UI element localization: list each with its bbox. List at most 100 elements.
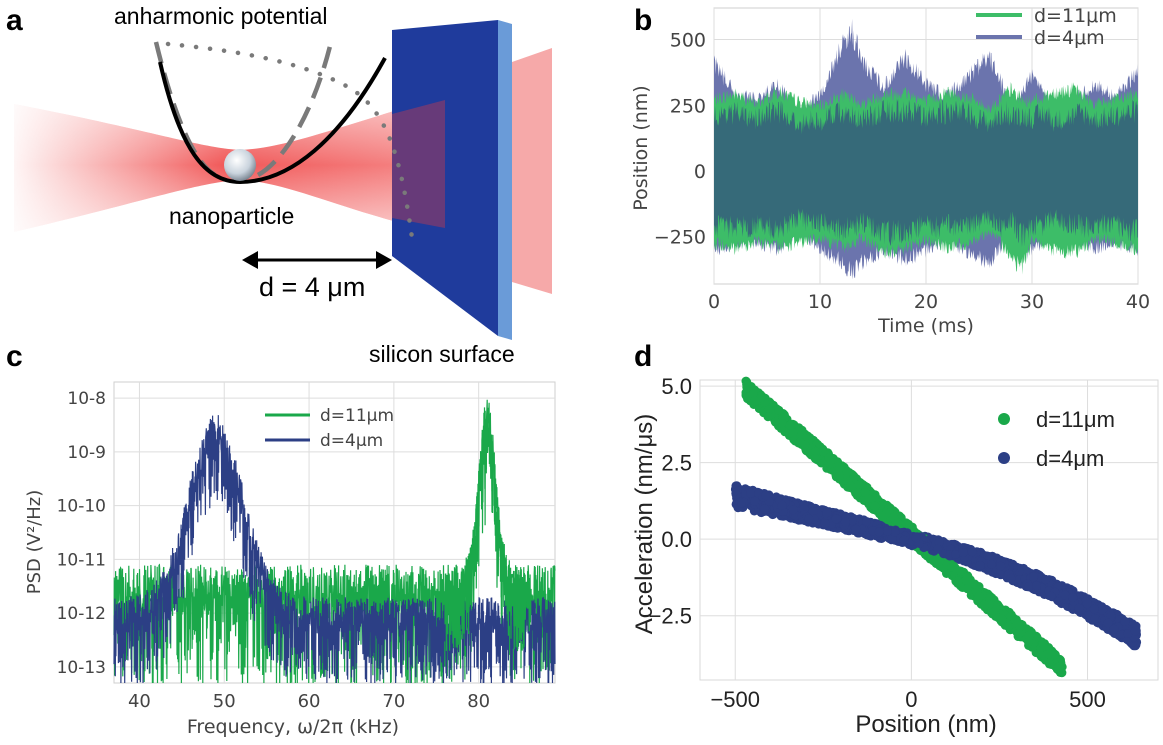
scatter-point-d4 [750,496,760,506]
scatter-point-d4 [1120,616,1130,626]
scatter-point-d4 [804,514,814,524]
scatter-point-d4 [1097,605,1107,615]
tick-c-y: 10-12 [57,604,106,624]
scatter-point-d11 [1012,619,1022,628]
panel-letter-b: b [634,4,652,37]
scatter-point-d4 [1082,599,1092,609]
scatter-point-d11 [877,511,887,521]
scatter-point-d11 [860,487,870,497]
scatter-point-d11 [811,447,820,457]
panel-letter-d: d [634,340,652,373]
scatter-point-d11 [870,501,880,511]
scatter-point-d11 [997,614,1007,624]
nanoparticle-sphere [224,149,256,181]
scatter-point-d11 [974,591,984,601]
tick-c-y: 10-10 [57,497,106,517]
tick-c-y: 10-9 [67,443,106,463]
potential-label: anharmonic potential [114,3,328,29]
tick-c-x: 70 [382,691,405,712]
scatter-point-d4 [1090,614,1100,624]
scatter-point-d4 [831,514,841,524]
tick-c-y: 10-8 [67,389,106,409]
axis-label-d-x: Position (nm) [855,711,996,738]
scatter-point-d4 [933,544,943,554]
legend-c-label-green: d=11μm [320,406,394,426]
scatter-point-d4 [777,500,787,510]
panel-letter-a: a [6,4,23,37]
legend-d-label-blue: d=4μm [1036,446,1104,471]
silicon-surface [392,20,498,336]
legend-d-label-green: d=11μm [1036,407,1115,432]
scatter-point-d11 [1006,611,1016,621]
scatter-point-d11 [788,428,798,438]
scatter-point-d4 [862,517,871,527]
scatter-point-d11 [835,471,844,481]
tick-b-x: 40 [1126,291,1150,313]
scatter-point-d11 [985,593,994,603]
legend-b-label-blue: d=4μm [1034,27,1105,49]
scatter-point-d4 [1109,624,1119,634]
laser-beam-right [512,48,552,294]
scatter-point-d11 [1044,659,1054,669]
scatter-point-d11 [956,566,966,576]
axis-label-b-x: Time (ms) [877,315,974,337]
scatter-point-d4 [1032,581,1042,591]
scatter-point-d4 [808,507,818,516]
tick-d-y: −2.5 [649,604,692,629]
scatter-point-d11 [795,437,805,447]
scatter-point-d11 [1004,621,1013,631]
tick-d-x: 0 [905,687,917,712]
tick-b-x: 0 [708,291,720,313]
panel-b: b 0 10 20 30 40 500 250 0 −250 d=11μm d=4μm Time… [630,4,1150,337]
series-c-d11-peak [444,399,531,652]
scatter-point-d11 [1044,649,1054,659]
scatter-point-d11 [853,488,863,498]
tick-c-x: 50 [213,691,236,712]
scatter-point-d4 [1074,603,1084,613]
scatter-point-d4 [1041,575,1051,584]
particle-label: nanoparticle [169,203,294,229]
scatter-point-d4 [1006,573,1016,583]
surface-label: silicon surface [369,341,515,367]
scatter-point-d4 [1046,591,1056,601]
scatter-point-d4 [1060,590,1070,600]
tick-d-y: 0.0 [661,527,692,552]
scatter-point-d4 [1068,593,1078,602]
scatter-point-d4 [958,548,968,558]
scatter-point-d4 [1123,629,1133,638]
tick-c-y: 10-13 [57,658,106,678]
tick-b-x: 30 [1020,291,1044,313]
tick-d-x: −500 [710,687,760,712]
scatter-point-d4 [847,516,857,526]
tick-b-y: 0 [694,161,706,183]
scatter-point-d11 [763,412,773,422]
scatter-point-d11 [750,396,760,406]
scatter-point-d4 [840,517,850,527]
scatter-point-d11 [1038,639,1048,649]
scatter-point-d4 [911,533,921,543]
anharmonic-potential-curve [158,57,387,185]
axis-label-d-y: Acceleration (nm/μs) [631,414,658,635]
legend-d: d=11μm d=4μm [998,407,1115,471]
distance-label: d = 4 μm [259,272,365,302]
scatter-point-d11 [764,405,774,415]
scatter-point-d11 [929,556,939,566]
scatter-point-d4 [851,524,861,534]
tick-b-x: 20 [914,291,938,313]
legend-b-label-green: d=11μm [1034,5,1117,27]
series-b-overlap [714,98,1138,248]
tick-c-x: 60 [298,691,321,712]
axis-label-c-x: Frequency, ω/2π (kHz) [187,716,399,738]
scatter-point-d4 [890,528,900,537]
axis-label-c-y: PSD (V²/Hz) [24,490,45,594]
scatter-point-d11 [835,463,845,473]
scatter-point-d11 [785,420,795,430]
scatter-point-d11 [980,600,989,610]
scatter-point-d4 [761,491,771,501]
tick-c-x: 40 [128,691,151,712]
tick-b-y: −250 [654,227,706,249]
legend-b: d=11μm d=4μm [976,5,1117,49]
scatter-point-d4 [1024,581,1034,591]
scatter-point-d11 [893,518,902,528]
